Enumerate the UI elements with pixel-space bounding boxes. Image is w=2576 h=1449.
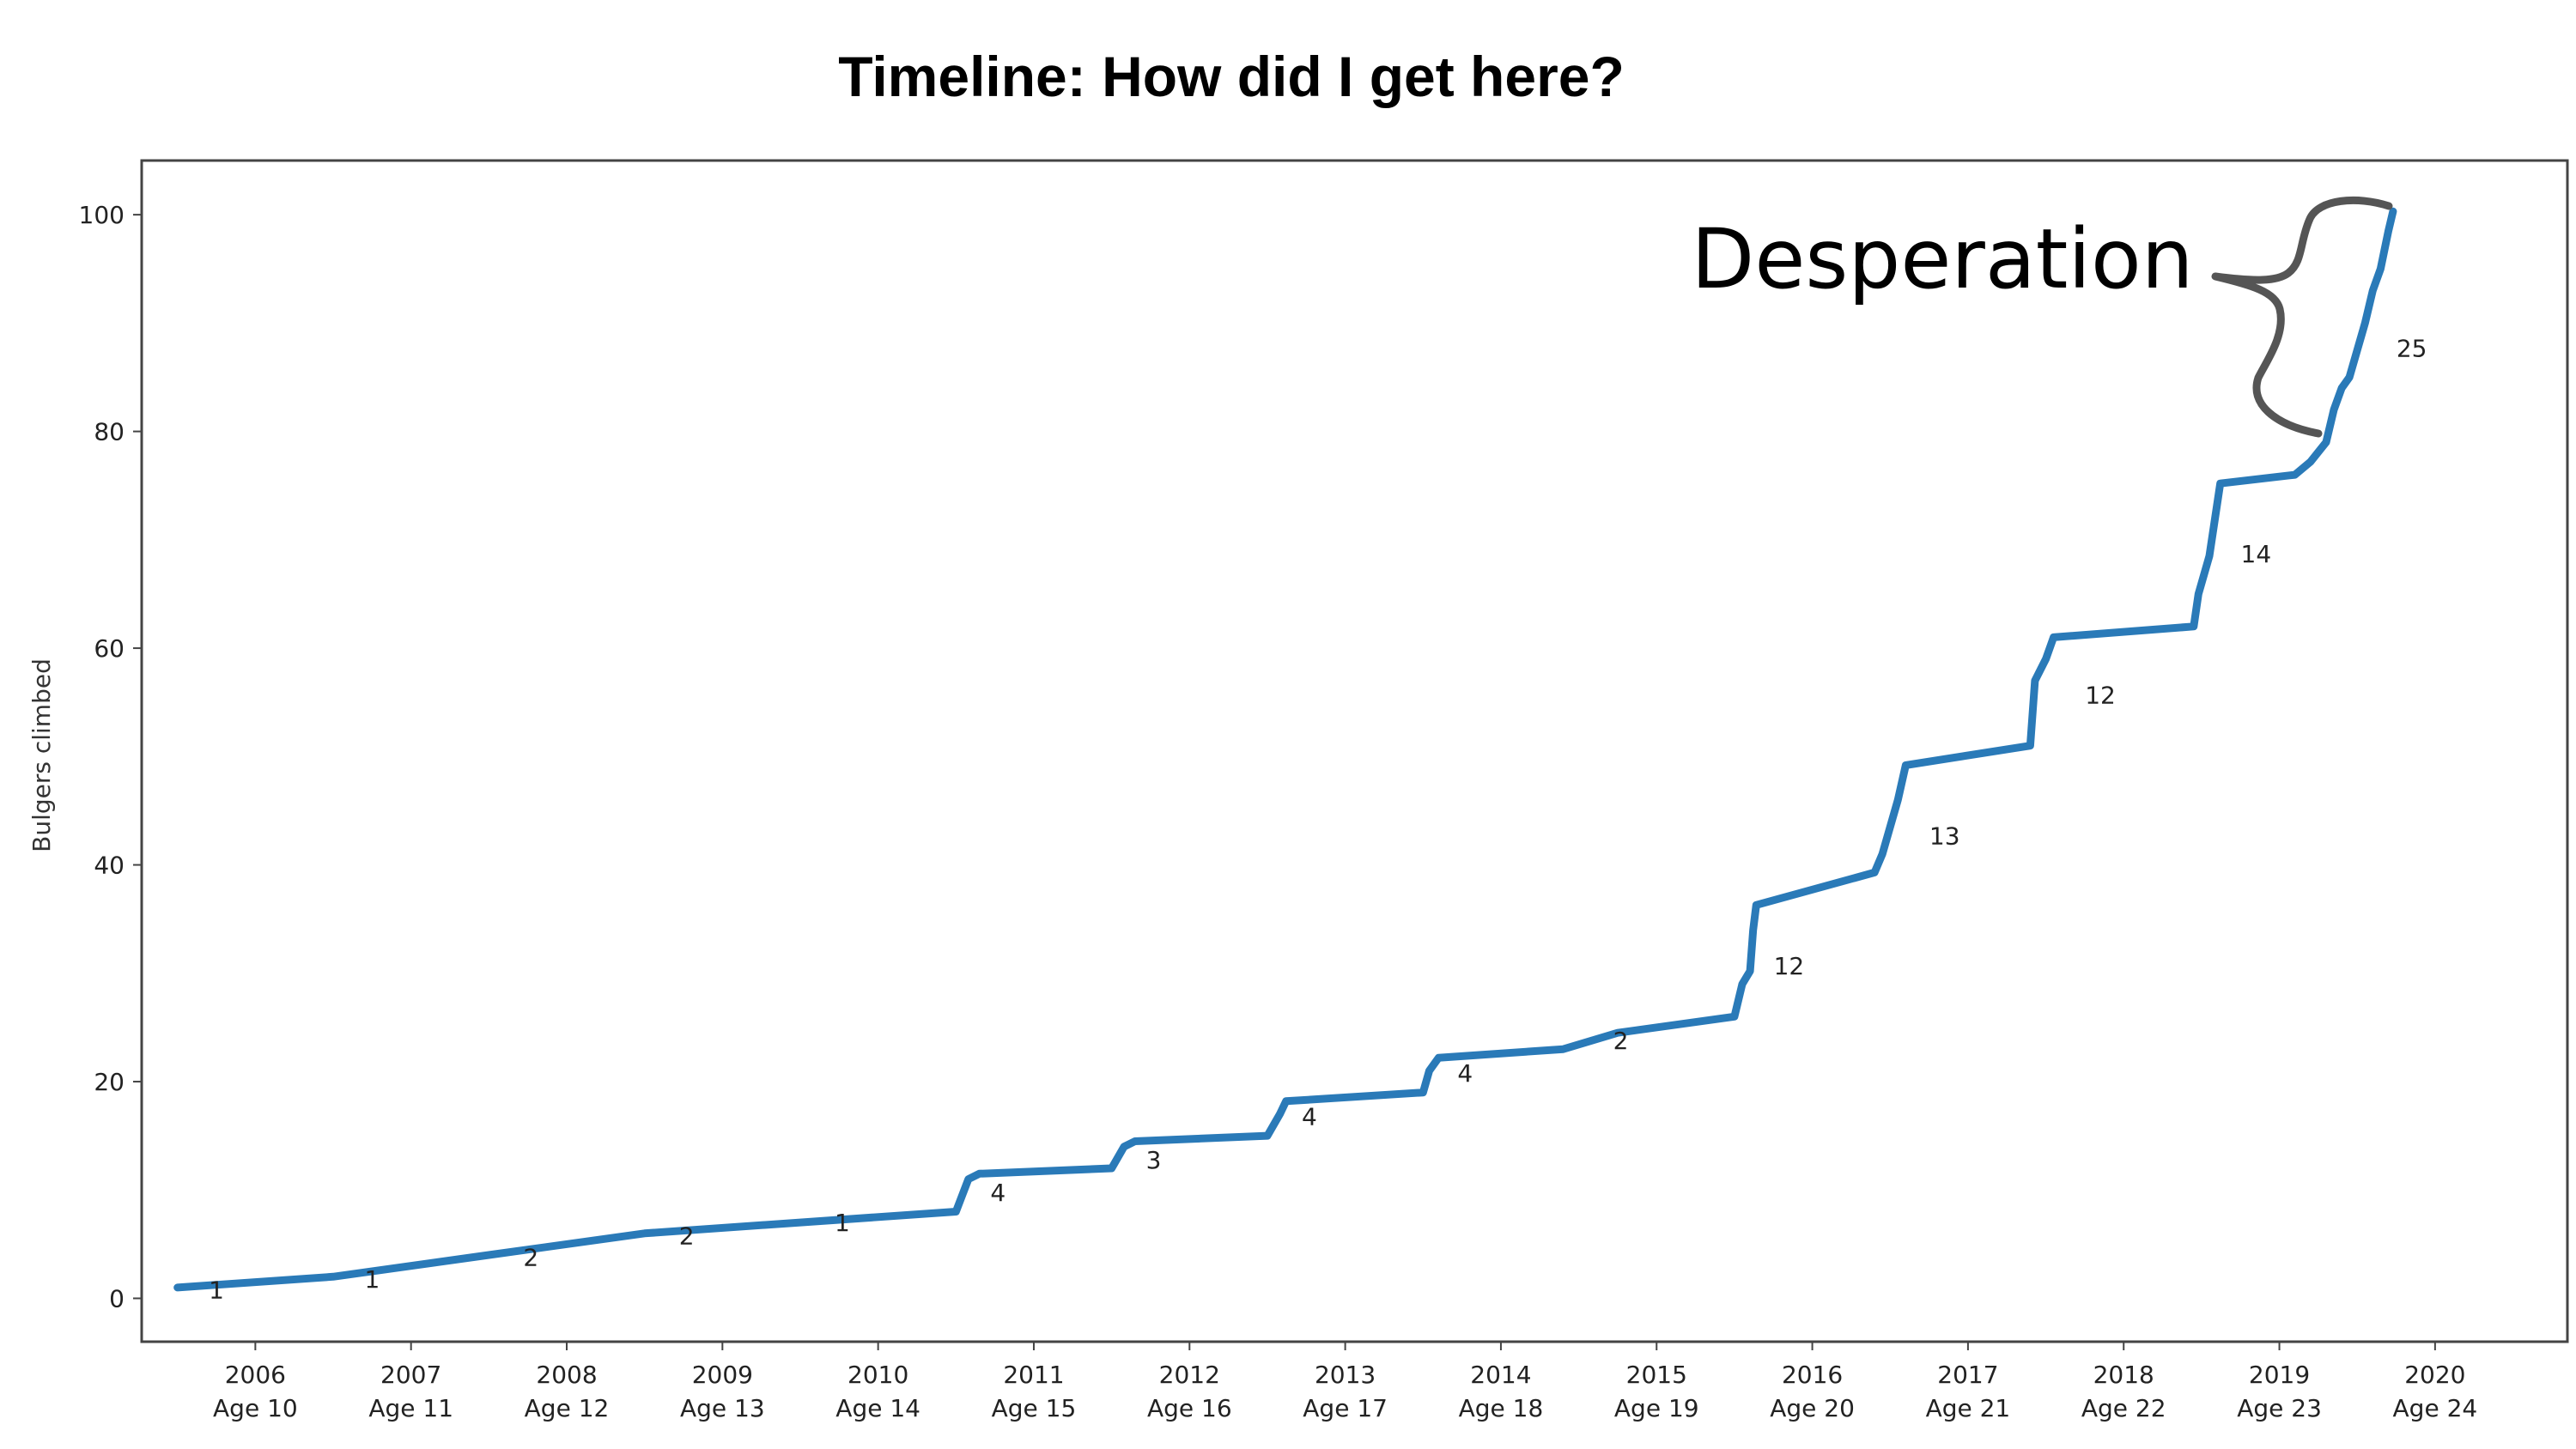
x-tick-age-label: Age 21 — [1926, 1394, 2011, 1422]
x-tick-age-label: Age 19 — [1614, 1394, 1699, 1422]
y-tick-label: 20 — [94, 1068, 125, 1096]
y-tick-label: 40 — [94, 852, 125, 880]
x-tick-age-label: Age 11 — [368, 1394, 453, 1422]
x-tick-label: 2017 — [1937, 1361, 1998, 1389]
x-tick-label: 2008 — [536, 1361, 597, 1389]
data-label: 1 — [835, 1209, 850, 1237]
data-label: 4 — [1302, 1102, 1317, 1131]
y-axis-label: Bulgers climbed — [27, 658, 56, 852]
annotation-desperation: Desperation — [1691, 211, 2193, 307]
data-label: 1 — [364, 1265, 380, 1294]
y-tick-label: 80 — [94, 418, 125, 446]
data-label: 14 — [2241, 540, 2272, 568]
data-label: 12 — [2085, 681, 2116, 709]
data-label: 3 — [1146, 1146, 1162, 1174]
data-label: 1 — [209, 1276, 224, 1304]
data-label: 4 — [990, 1179, 1005, 1207]
x-tick-age-label: Age 10 — [213, 1394, 298, 1422]
x-tick-label: 2009 — [692, 1361, 753, 1389]
y-axis: 0 20 40 60 80 100 — [79, 201, 142, 1313]
x-tick-age-label: Age 12 — [525, 1394, 610, 1422]
x-tick-label: 2019 — [2249, 1361, 2310, 1389]
data-label: 2 — [1613, 1027, 1629, 1055]
x-tick-age-label: Age 24 — [2393, 1394, 2478, 1422]
x-tick-label: 2010 — [848, 1361, 908, 1389]
x-tick-age-label: Age 18 — [1459, 1394, 1544, 1422]
x-tick-label: 2006 — [225, 1361, 286, 1389]
x-tick-label: 2020 — [2404, 1361, 2465, 1389]
x-tick-age-label: Age 14 — [835, 1394, 920, 1422]
x-axis: 2006 Age 10 2007 Age 11 2008 Age 12 2009 Age 13… — [213, 1342, 2477, 1422]
x-tick-label: 2007 — [380, 1361, 441, 1389]
series-group — [173, 207, 2397, 1292]
x-tick-age-label: Age 20 — [1770, 1394, 1855, 1422]
x-tick-label: 2013 — [1315, 1361, 1376, 1389]
curly-brace-icon — [2211, 196, 2393, 438]
plot-border — [140, 159, 2569, 1343]
x-tick-age-label: Age 16 — [1147, 1394, 1232, 1422]
y-tick-label: 100 — [79, 201, 125, 229]
x-tick-age-label: Age 15 — [992, 1394, 1077, 1422]
chart-title: Timeline: How did I get here? — [838, 45, 1625, 108]
y-tick-label: 0 — [109, 1285, 125, 1313]
data-label: 13 — [1929, 822, 1960, 850]
x-tick-label: 2011 — [1003, 1361, 1064, 1389]
x-tick-label: 2016 — [1782, 1361, 1843, 1389]
series-line — [173, 207, 2397, 1292]
data-label: 12 — [1774, 952, 1805, 980]
data-label: 4 — [1457, 1059, 1473, 1088]
x-tick-label: 2012 — [1159, 1361, 1220, 1389]
data-label: 2 — [679, 1222, 695, 1250]
x-tick-age-label: Age 13 — [680, 1394, 765, 1422]
data-label: 25 — [2397, 334, 2427, 362]
x-tick-label: 2015 — [1626, 1361, 1687, 1389]
y-tick-label: 60 — [94, 634, 125, 663]
data-label: 2 — [523, 1244, 538, 1272]
x-tick-age-label: Age 22 — [2081, 1394, 2166, 1422]
x-tick-label: 2018 — [2093, 1361, 2154, 1389]
x-tick-label: 2014 — [1470, 1361, 1531, 1389]
x-tick-age-label: Age 17 — [1303, 1394, 1388, 1422]
x-tick-age-label: Age 23 — [2237, 1394, 2322, 1422]
plot-frame — [140, 159, 2569, 1343]
